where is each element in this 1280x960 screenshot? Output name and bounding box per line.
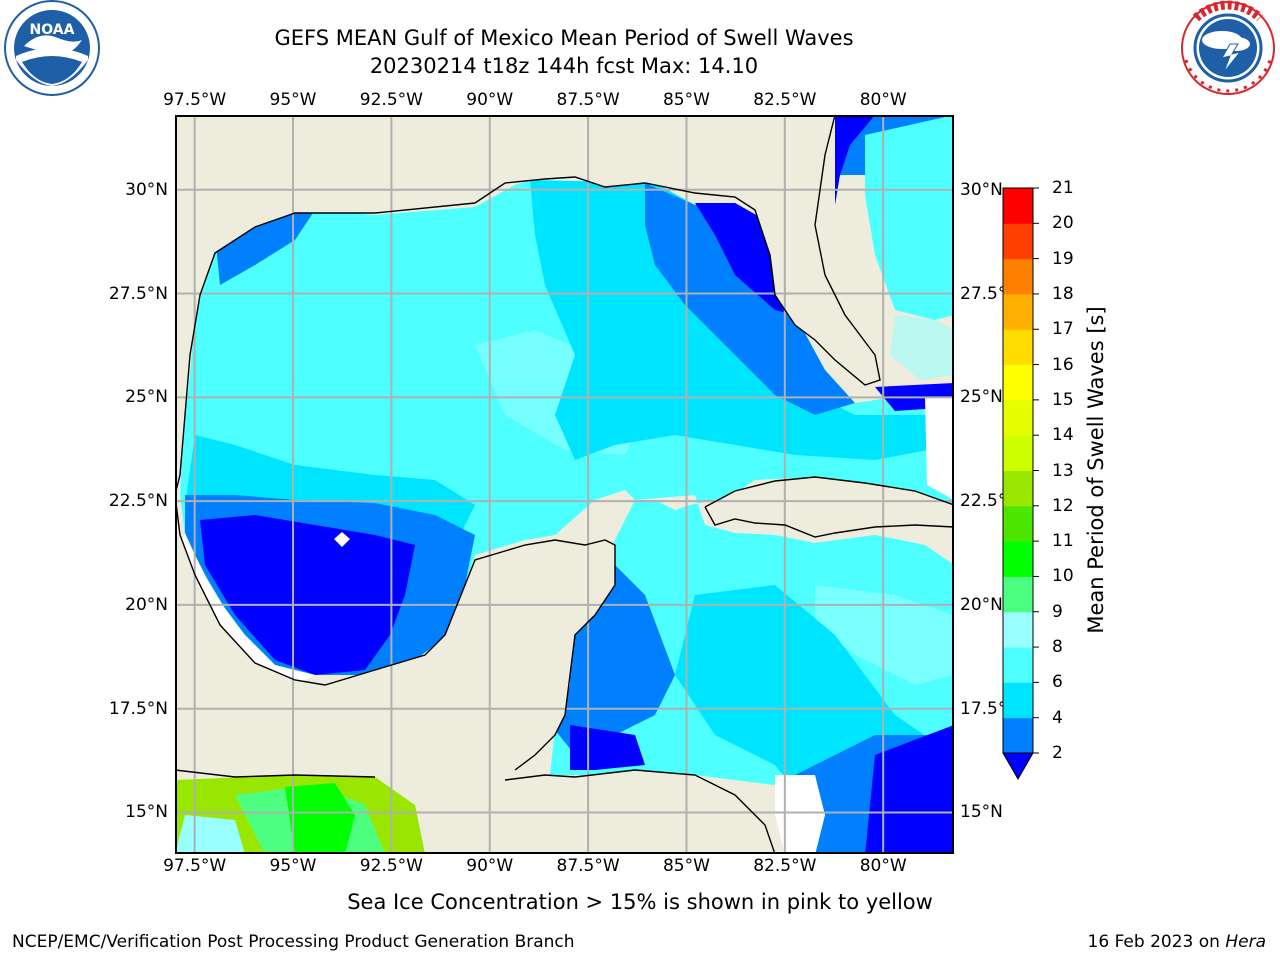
nodata-bahamas <box>925 397 954 500</box>
lat-tick-label: 27.5°N <box>108 283 168 304</box>
colorbar-swatch <box>1003 329 1033 366</box>
footer-date: 16 Feb 2023 on Hera <box>1088 932 1266 952</box>
patch-light-2 <box>815 585 954 685</box>
coastlines <box>175 115 954 854</box>
colorbar-swatch <box>1003 647 1033 683</box>
colorbar-tick-label: 13 <box>1052 460 1074 481</box>
colorbar-swatch <box>1003 435 1033 471</box>
colorbar-swatch <box>1003 399 1033 436</box>
colorbar-tick-label: 9 <box>1052 601 1063 622</box>
lat-tick-label: 20°N <box>960 594 1003 615</box>
lon-tick-label: 90°W <box>466 856 514 876</box>
sea-ice-note: Sea Ice Concentration > 15% is shown in … <box>347 890 933 914</box>
nws-logo <box>1181 0 1275 95</box>
lon-tick-label: 80°W <box>859 90 907 110</box>
colorbar-tick-label: 6 <box>1052 672 1063 693</box>
colorbar-tick-label: 19 <box>1052 248 1074 269</box>
land-cuba <box>705 477 954 537</box>
colorbar <box>1002 187 1039 781</box>
lat-tick-label: 30°N <box>960 179 1003 200</box>
lat-tick-label: 27.5° <box>960 283 1007 304</box>
colorbar-tick-label: 17 <box>1052 319 1074 340</box>
colorbar-swatch <box>1003 576 1033 613</box>
lon-tick-label: 85°W <box>662 856 710 876</box>
band-2s-nicaragua-rise <box>865 725 954 854</box>
colorbar-under-extend <box>1002 752 1034 781</box>
nodata-central-gulf-spot <box>334 532 350 547</box>
lat-tick-label: 20°N <box>125 594 168 615</box>
lon-tick-label: 82.5°W <box>753 856 817 876</box>
colorbar-tick-label: 8 <box>1052 637 1063 658</box>
lat-tick-label: 22.5° <box>960 491 1007 512</box>
lat-tick-label: 15°N <box>960 802 1003 823</box>
colorbar-swatch <box>1003 258 1033 295</box>
colorbar-swatch <box>1003 541 1033 577</box>
noaa-logo: NOAA <box>4 0 100 96</box>
lon-tick-label: 92.5°W <box>359 90 423 110</box>
lon-tick-label: 85°W <box>662 90 710 110</box>
lon-tick-label: 80°W <box>859 856 907 876</box>
lon-tick-label: 92.5°W <box>359 856 423 876</box>
lon-tick-label: 87.5°W <box>556 90 620 110</box>
colorbar-tick-label: 15 <box>1052 389 1074 410</box>
colorbar-swatch <box>1003 470 1033 507</box>
lon-tick-label: 87.5°W <box>556 856 620 876</box>
colorbar-tick-label: 14 <box>1052 425 1074 446</box>
noaa-logo-text: NOAA <box>30 22 75 38</box>
colorbar-tick-label: 11 <box>1052 531 1074 552</box>
map-title: GEFS MEAN Gulf of Mexico Mean Period of … <box>274 26 854 50</box>
nodata-honduras-coast <box>775 775 825 854</box>
colorbar-tick-label: 2 <box>1052 743 1063 763</box>
colorbar-tick-label: 10 <box>1052 566 1074 587</box>
graticule <box>175 115 954 854</box>
colorbar-tick-label: 20 <box>1052 213 1074 234</box>
colorbar-swatch <box>1003 364 1033 401</box>
band-4s-northeast <box>645 183 855 415</box>
footer-date-text: 16 Feb 2023 on <box>1087 932 1226 952</box>
band-2s-west-florida <box>695 203 795 315</box>
band-2s-bay-of-campeche <box>200 515 415 675</box>
map-subtitle: 20230214 t18z 144h fcst Max: 14.10 <box>369 54 759 78</box>
land-mexico <box>175 495 615 775</box>
colorbar-swatch <box>1003 293 1033 330</box>
colorbar-tick-label: 18 <box>1052 283 1074 304</box>
lon-tick-label: 90°W <box>466 90 514 110</box>
colorbar-tick-label: 21 <box>1052 178 1074 198</box>
lat-tick-label: 17.5° <box>960 698 1007 719</box>
lon-tick-label: 82.5°W <box>753 90 817 110</box>
atlantic-ocean <box>865 115 954 320</box>
colorbar-swatch <box>1003 717 1033 754</box>
colorbar-tick-label: 12 <box>1052 495 1074 516</box>
lat-tick-label: 17.5°N <box>108 698 168 719</box>
colorbar-swatch <box>1003 682 1033 719</box>
lat-tick-label: 25°N <box>125 387 168 408</box>
lat-tick-label: 15°N <box>125 802 168 823</box>
lat-tick-label: 30°N <box>125 179 168 200</box>
patch-light-3 <box>890 315 954 380</box>
lon-tick-label: 95°W <box>269 856 317 876</box>
lon-tick-label: 97.5°W <box>163 90 227 110</box>
pacific-11s <box>285 783 355 854</box>
colorbar-swatch <box>1003 223 1033 260</box>
lon-tick-label: 97.5°W <box>163 856 227 876</box>
colorbar-swatch <box>1003 505 1033 542</box>
colorbar-swatch <box>1003 188 1033 224</box>
land-usa <box>175 115 954 495</box>
colorbar-label: Mean Period of Swell Waves [s] <box>1084 306 1108 634</box>
footer-credit: NCEP/EMC/Verification Post Processing Pr… <box>12 932 575 952</box>
colorbar-tick-label: 16 <box>1052 354 1074 375</box>
map-panel <box>175 115 954 854</box>
lat-tick-label: 22.5°N <box>108 491 168 512</box>
pacific-8s <box>175 815 245 854</box>
footer-host: Hera <box>1225 932 1266 952</box>
colorbar-swatch <box>1003 611 1033 648</box>
lon-tick-label: 95°W <box>269 90 317 110</box>
colorbar-tick-label: 4 <box>1052 707 1063 728</box>
band-2s-atlantic-east <box>835 115 875 205</box>
lat-tick-label: 25°N <box>960 387 1003 408</box>
